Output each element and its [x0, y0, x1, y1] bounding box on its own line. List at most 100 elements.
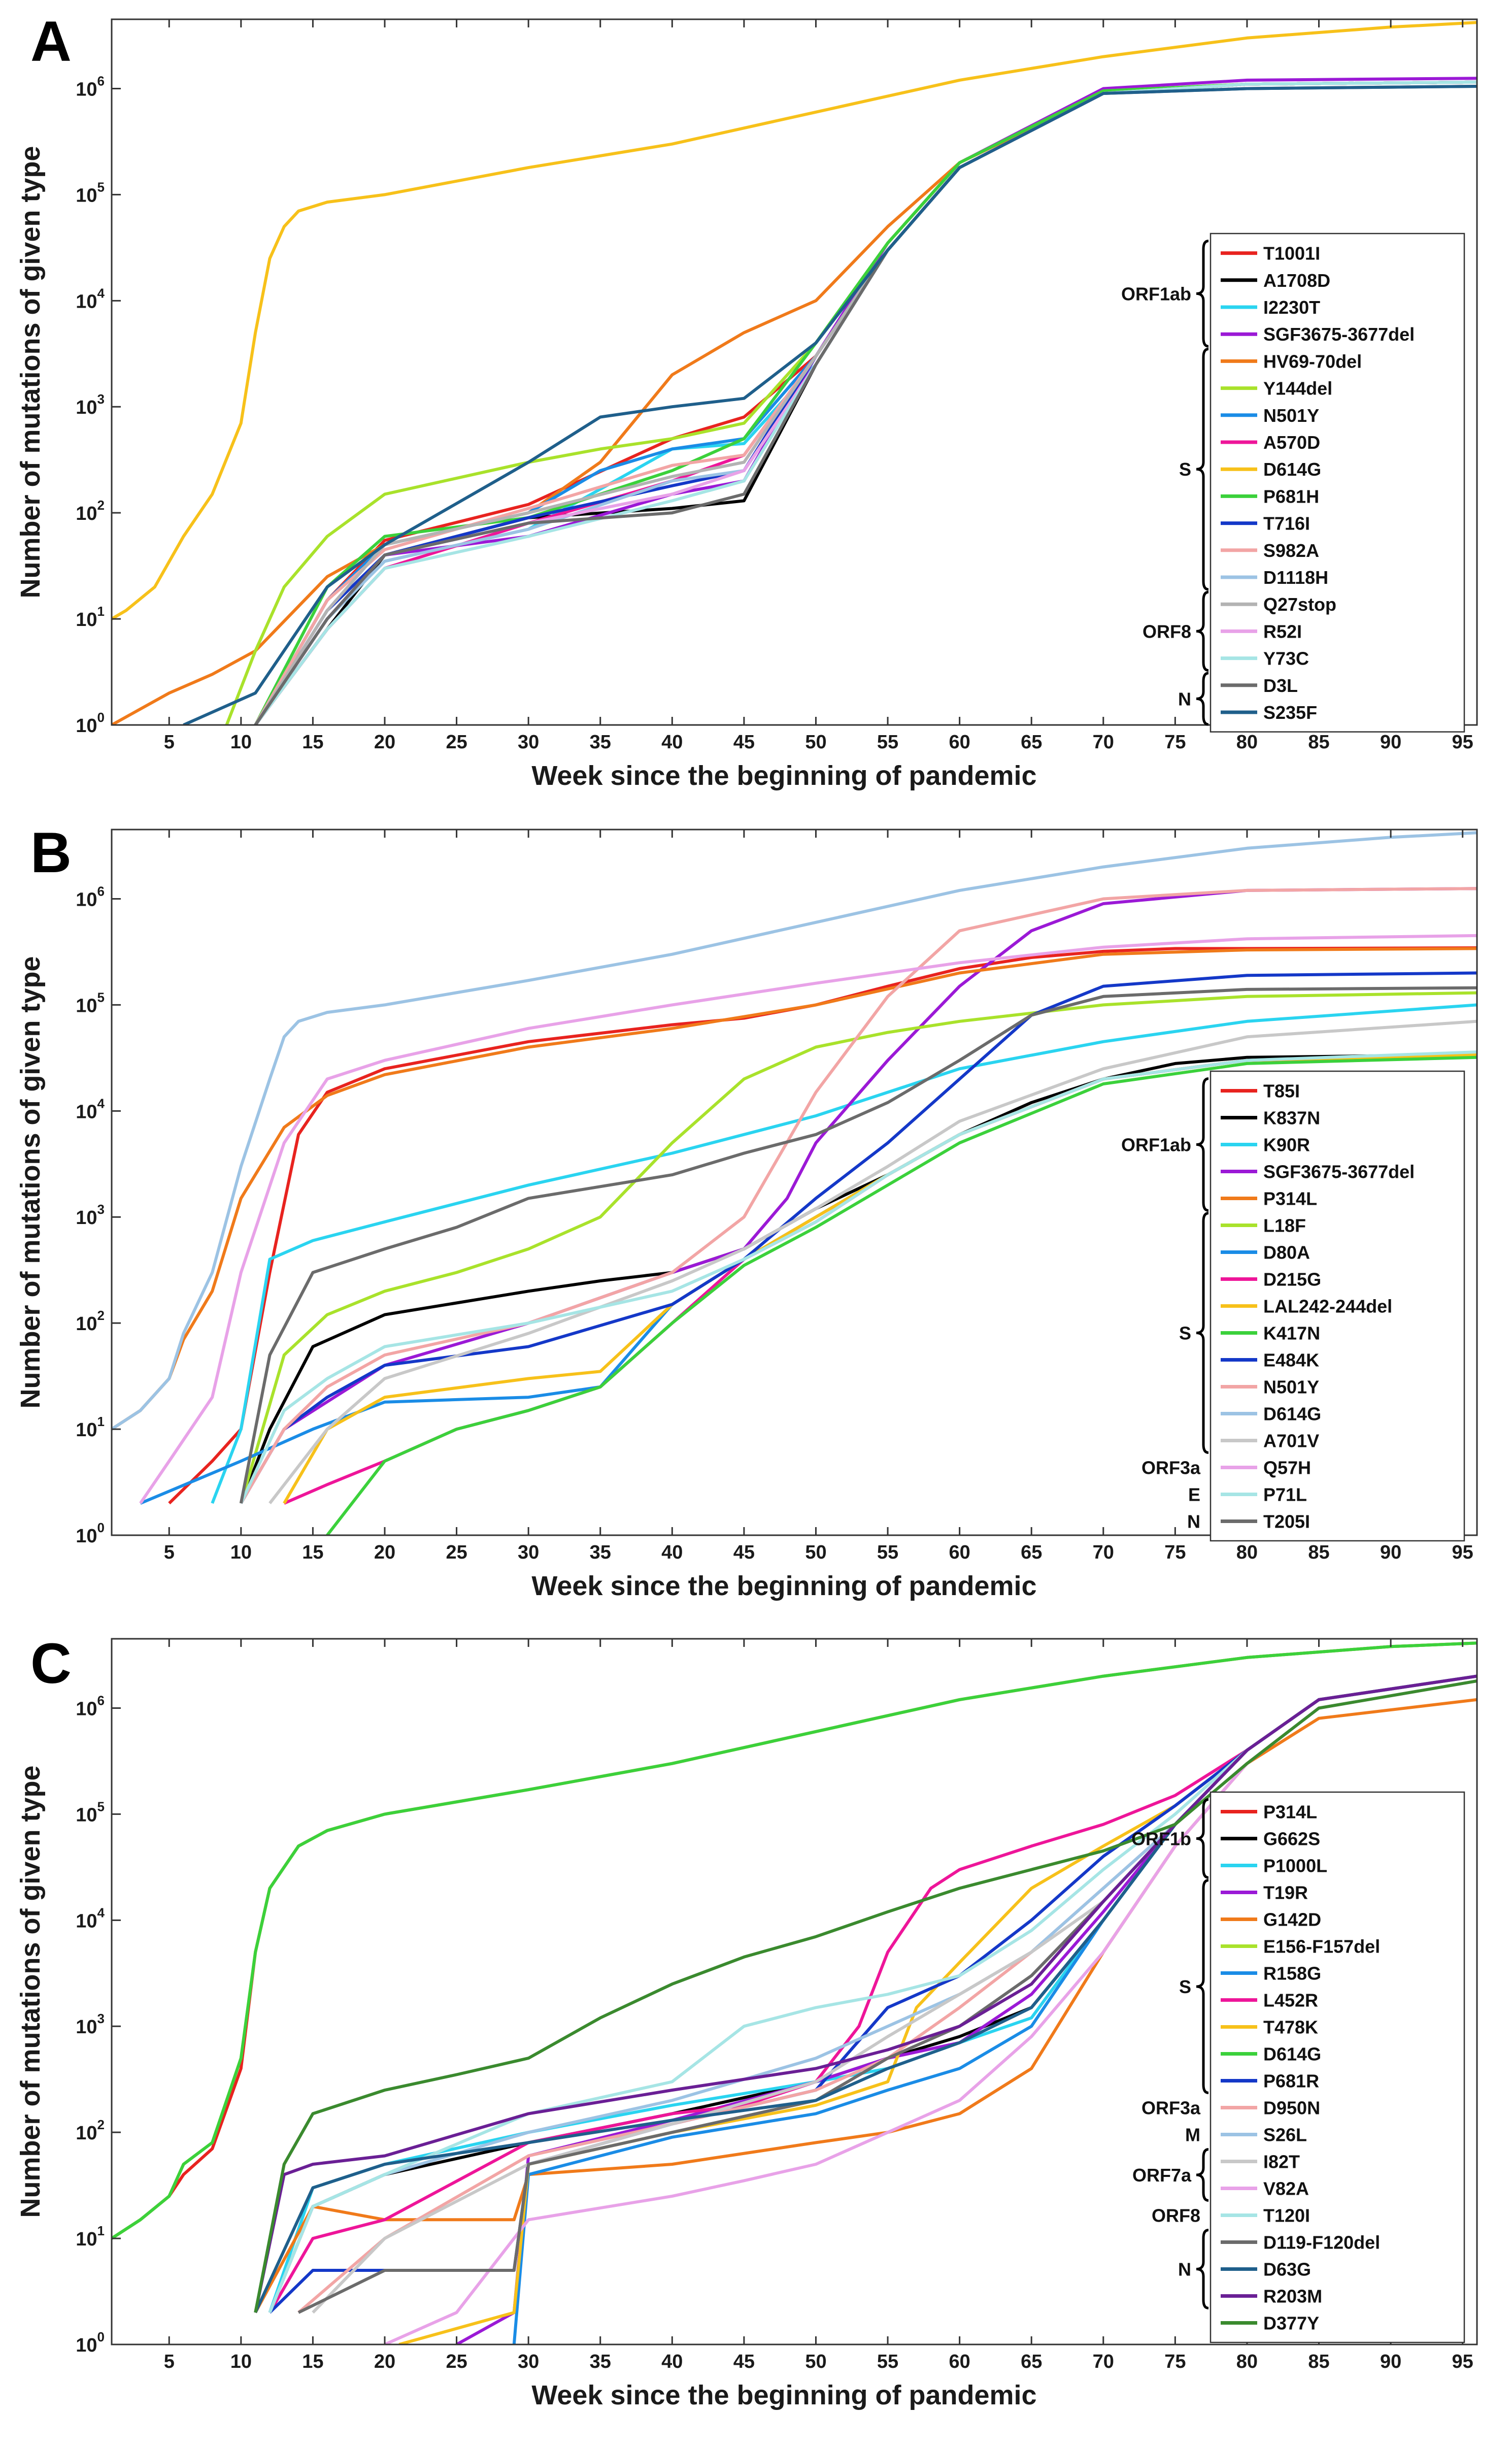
legend-label-Y73C: Y73C	[1263, 648, 1309, 669]
group-label-N: N	[1187, 1511, 1200, 1532]
legend: P314L G662S P1000L T19R G142D E156-F157del R15…	[1131, 1791, 1465, 2343]
x-tick-label: 20	[374, 1542, 395, 1563]
y-tick-label: 101	[76, 2223, 105, 2250]
y-tick-exponent: 5	[97, 179, 105, 194]
series-lines	[112, 831, 1477, 1535]
y-tick-label: 104	[76, 1096, 105, 1122]
series-line-N501Y	[240, 887, 1477, 1504]
panel-letter: B	[30, 821, 72, 884]
legend: T1001I A1708D I2230T SGF3675-3677del HV69-70…	[1121, 233, 1465, 733]
legend-label-SGF3675-3677del: SGF3675-3677del	[1263, 324, 1415, 345]
x-tick-label: 5	[164, 2351, 175, 2372]
series-line-D614G	[112, 1641, 1477, 2240]
y-tick-label: 100	[76, 2329, 105, 2356]
y-tick-label: 106	[76, 73, 105, 100]
x-tick-label: 55	[877, 1542, 898, 1563]
x-tick-label: 50	[805, 2351, 826, 2372]
legend-label-P71L: P71L	[1263, 1484, 1307, 1505]
legend-label-Q27stop: Q27stop	[1263, 594, 1336, 615]
x-tick-label: 95	[1452, 2351, 1473, 2372]
legend-label-D215G: D215G	[1263, 1269, 1321, 1290]
y-tick-label: 106	[76, 883, 105, 910]
group-brace	[1196, 347, 1209, 591]
panel-letter: C	[30, 1632, 72, 1695]
legend-label-I82T: I82T	[1263, 2152, 1300, 2172]
x-tick-label: 75	[1164, 1542, 1186, 1563]
legend-label-V82A: V82A	[1263, 2178, 1309, 2199]
legend-label-E156-F157del: E156-F157del	[1263, 1936, 1380, 1957]
x-tick-label: 50	[805, 732, 826, 753]
group-label-ORF3a: ORF3a	[1141, 2098, 1201, 2119]
group-label-M: M	[1185, 2125, 1200, 2145]
x-tick-label: 5	[164, 1542, 175, 1563]
legend-label-N501Y: N501Y	[1263, 1377, 1319, 1398]
x-tick-label: 90	[1380, 1542, 1401, 1563]
legend-label-L452R: L452R	[1263, 1990, 1318, 2011]
y-tick-exponent: 0	[97, 1520, 105, 1535]
y-tick-label: 101	[76, 1414, 105, 1441]
group-brace	[1196, 240, 1209, 348]
x-tick-label: 65	[1021, 2351, 1042, 2372]
y-tick-exponent: 5	[97, 1799, 105, 1814]
legend-label-G142D: G142D	[1263, 1909, 1321, 1930]
group-label-ORF8: ORF8	[1152, 2205, 1200, 2226]
y-tick-label: 106	[76, 1693, 105, 1720]
x-tick-label: 15	[302, 2351, 323, 2372]
legend-label-K417N: K417N	[1263, 1323, 1320, 1344]
x-tick-label: 50	[805, 1542, 826, 1563]
y-tick-base: 10	[76, 1313, 97, 1335]
series-lines	[112, 21, 1477, 725]
legend-label-P314L: P314L	[1263, 1802, 1317, 1823]
y-tick-label: 100	[76, 710, 105, 737]
y-tick-base: 10	[76, 889, 97, 910]
x-tick-label: 35	[590, 732, 611, 753]
group-brace	[1196, 2148, 1209, 2202]
legend-label-D63G: D63G	[1263, 2259, 1311, 2280]
y-tick-base: 10	[76, 1101, 97, 1122]
x-tick-label: 15	[302, 732, 323, 753]
legend-label-T716I: T716I	[1263, 513, 1310, 534]
legend-label-D614G: D614G	[1263, 459, 1321, 480]
x-tick-label: 55	[877, 732, 898, 753]
y-tick-label: 102	[76, 498, 105, 524]
y-tick-label: 101	[76, 604, 105, 631]
y-tick-label: 103	[76, 2011, 105, 2038]
x-tick-label: 45	[733, 732, 755, 753]
x-tick-label: 40	[661, 2351, 683, 2372]
y-tick-label: 102	[76, 1308, 105, 1335]
legend-label-L18F: L18F	[1263, 1215, 1306, 1236]
legend-label-R52I: R52I	[1263, 621, 1302, 642]
x-tick-label: 40	[661, 1542, 683, 1563]
y-tick-label: 105	[76, 179, 105, 206]
group-label-ORF3a: ORF3a	[1141, 1458, 1201, 1478]
series-line-R203M	[254, 1674, 1477, 2313]
y-tick-exponent: 1	[97, 2223, 105, 2238]
series-line-S235F	[183, 85, 1477, 725]
panel-c: C5 10 15 20 25 30 35 40 45 50 55 60 65 70 75 80 85 90 9510…	[15, 1632, 1478, 2410]
group-label-ORF8: ORF8	[1143, 621, 1191, 642]
legend-label-P314L: P314L	[1263, 1188, 1317, 1209]
series-line-D614G	[112, 21, 1477, 620]
series-lines	[112, 1641, 1477, 2344]
y-tick-exponent: 0	[97, 2329, 105, 2344]
legend-label-T205I: T205I	[1263, 1511, 1310, 1532]
y-tick-exponent: 0	[97, 710, 105, 725]
group-label-S: S	[1179, 459, 1191, 480]
group-label-E: E	[1188, 1484, 1200, 1505]
legend-label-D614G: D614G	[1263, 1404, 1321, 1425]
y-tick-base: 10	[76, 2229, 97, 2250]
panel-a: A5 10 15 20 25 30 35 40 45 50 55 60 65 70 75 80 85 90 9510…	[15, 10, 1478, 791]
legend-label-SGF3675-3677del: SGF3675-3677del	[1263, 1162, 1415, 1182]
x-tick-label: 95	[1452, 732, 1473, 753]
series-line-D614G	[112, 831, 1477, 1431]
series-line-A701V	[268, 1019, 1477, 1504]
legend-label-A1708D: A1708D	[1263, 270, 1330, 291]
y-tick-base: 10	[76, 1804, 97, 1826]
x-tick-label: 45	[733, 2351, 755, 2372]
x-tick-label: 75	[1164, 2351, 1186, 2372]
legend-box	[1209, 1791, 1465, 2343]
group-label-ORF1ab: ORF1ab	[1121, 283, 1191, 304]
y-tick-label: 102	[76, 2117, 105, 2144]
x-tick-label: 90	[1380, 732, 1401, 753]
